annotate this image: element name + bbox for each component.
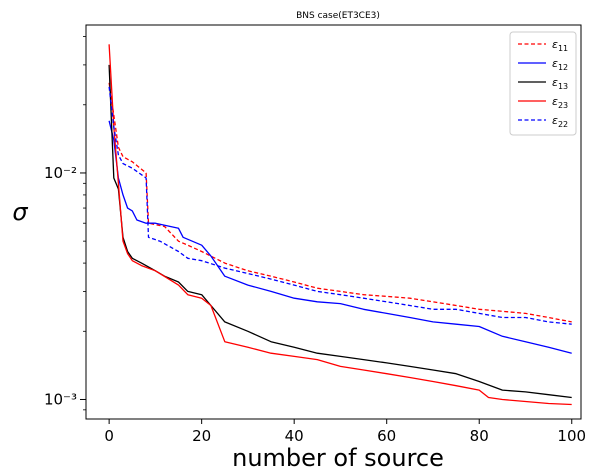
y-tick-label: 10⁻³ — [44, 390, 77, 408]
x-tick-label: 60 — [377, 427, 396, 445]
x-axis-label: number of source — [232, 444, 444, 468]
series-line-23 — [108, 44, 572, 406]
x-tick-label: 100 — [557, 427, 586, 445]
series-line-11 — [108, 82, 572, 323]
y-axis-label: σ — [12, 198, 28, 226]
series-line-12 — [108, 120, 572, 354]
legend: ε11 ε12 ε13 ε23 ε22 — [509, 31, 577, 136]
series-line-22 — [108, 86, 572, 325]
legend-label-11: ε11 — [552, 38, 568, 53]
plot-frame — [85, 24, 582, 420]
legend-label-13: ε13 — [552, 76, 568, 91]
chart-title: BNS case(ET3CE3) — [296, 11, 380, 21]
legend-box — [509, 31, 577, 136]
legend-label-23: ε23 — [552, 95, 568, 110]
legend-label-22: ε22 — [552, 114, 568, 129]
legend-label-12: ε12 — [552, 57, 568, 72]
series-line-13 — [108, 64, 572, 399]
x-tick-label: 40 — [285, 427, 304, 445]
x-tick-label: 80 — [470, 427, 489, 445]
x-tick-label: 20 — [192, 427, 211, 445]
y-tick-label: 10⁻² — [44, 164, 77, 182]
x-tick-label: 0 — [104, 427, 114, 445]
